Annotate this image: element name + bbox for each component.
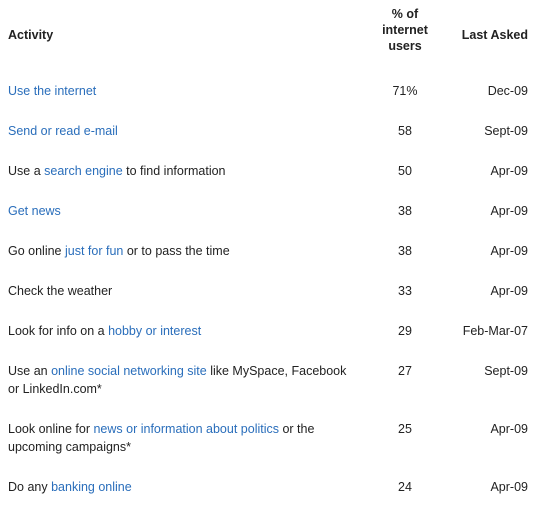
row-activity: Get news — [8, 202, 348, 220]
row-text-pre: Go online — [8, 244, 65, 258]
row-percent: 29 — [398, 324, 412, 338]
row-percent: 71% — [392, 84, 418, 98]
row-activity: Check the weather — [8, 282, 348, 300]
row-text-pre: Use a — [8, 164, 45, 178]
activity-link[interactable]: Get news — [8, 204, 61, 218]
row-text-post: or to pass the time — [123, 244, 230, 258]
row-percent: 33 — [398, 284, 412, 298]
row-last-asked: Sept-09 — [484, 124, 528, 138]
row-percent: 38 — [398, 204, 412, 218]
row-text-post: to find information — [122, 164, 226, 178]
row-activity: Use a search engine to find information — [8, 162, 348, 180]
row-percent: 38 — [398, 244, 412, 258]
row-last-asked: Apr-09 — [490, 164, 528, 178]
activity-link[interactable]: banking online — [51, 480, 132, 494]
row-last-asked: Dec-09 — [487, 84, 528, 98]
row-activity: Go online just for fun or to pass the ti… — [8, 242, 348, 260]
row-last-asked: Apr-09 — [490, 244, 528, 258]
row-percent: 27 — [398, 364, 412, 378]
header-percent-line3: users — [388, 39, 422, 53]
row-text-pre: Look online for — [8, 422, 94, 436]
row-percent: 24 — [398, 480, 412, 494]
row-activity: Do any banking online — [8, 478, 348, 496]
row-percent: 25 — [398, 422, 412, 436]
row-text-pre: Check the weather — [8, 284, 113, 298]
row-last-asked: Apr-09 — [490, 284, 528, 298]
activity-link[interactable]: Use the internet — [8, 84, 97, 98]
activity-link[interactable]: just for fun — [64, 244, 124, 258]
row-percent: 58 — [398, 124, 412, 138]
row-text-pre: Do any — [8, 480, 52, 494]
activity-link[interactable]: news or information about politics — [93, 422, 279, 436]
row-text-pre: Use an — [8, 364, 52, 378]
header-activity: Activity — [8, 28, 54, 42]
row-activity: Send or read e-mail — [8, 122, 348, 140]
header-percent-line2: internet — [382, 23, 428, 37]
row-activity: Use the internet — [8, 82, 348, 100]
row-activity: Use an online social networking site lik… — [8, 362, 348, 398]
row-percent: 50 — [398, 164, 412, 178]
header-last-asked: Last Asked — [461, 28, 528, 42]
header-percent: % of internet users — [350, 6, 460, 54]
row-last-asked: Apr-09 — [490, 480, 528, 494]
activity-link[interactable]: online social networking site — [51, 364, 207, 378]
activity-link[interactable]: search engine — [44, 164, 123, 178]
activity-link[interactable]: Send or read e-mail — [8, 124, 118, 138]
row-last-asked: Apr-09 — [490, 422, 528, 436]
header-percent-line1: % of — [391, 7, 419, 21]
row-last-asked: Apr-09 — [490, 204, 528, 218]
row-last-asked: Sept-09 — [484, 364, 528, 378]
row-activity: Look online for news or information abou… — [8, 420, 348, 456]
row-activity: Look for info on a hobby or interest — [8, 322, 348, 340]
activity-link[interactable]: hobby or interest — [108, 324, 202, 338]
row-text-post: like MySpace, Facebook or LinkedIn.com* — [8, 364, 347, 396]
row-text-post: or the upcoming campaigns* — [8, 422, 315, 454]
row-last-asked: Feb-Mar-07 — [462, 324, 528, 338]
row-text-pre: Look for info on a — [8, 324, 109, 338]
